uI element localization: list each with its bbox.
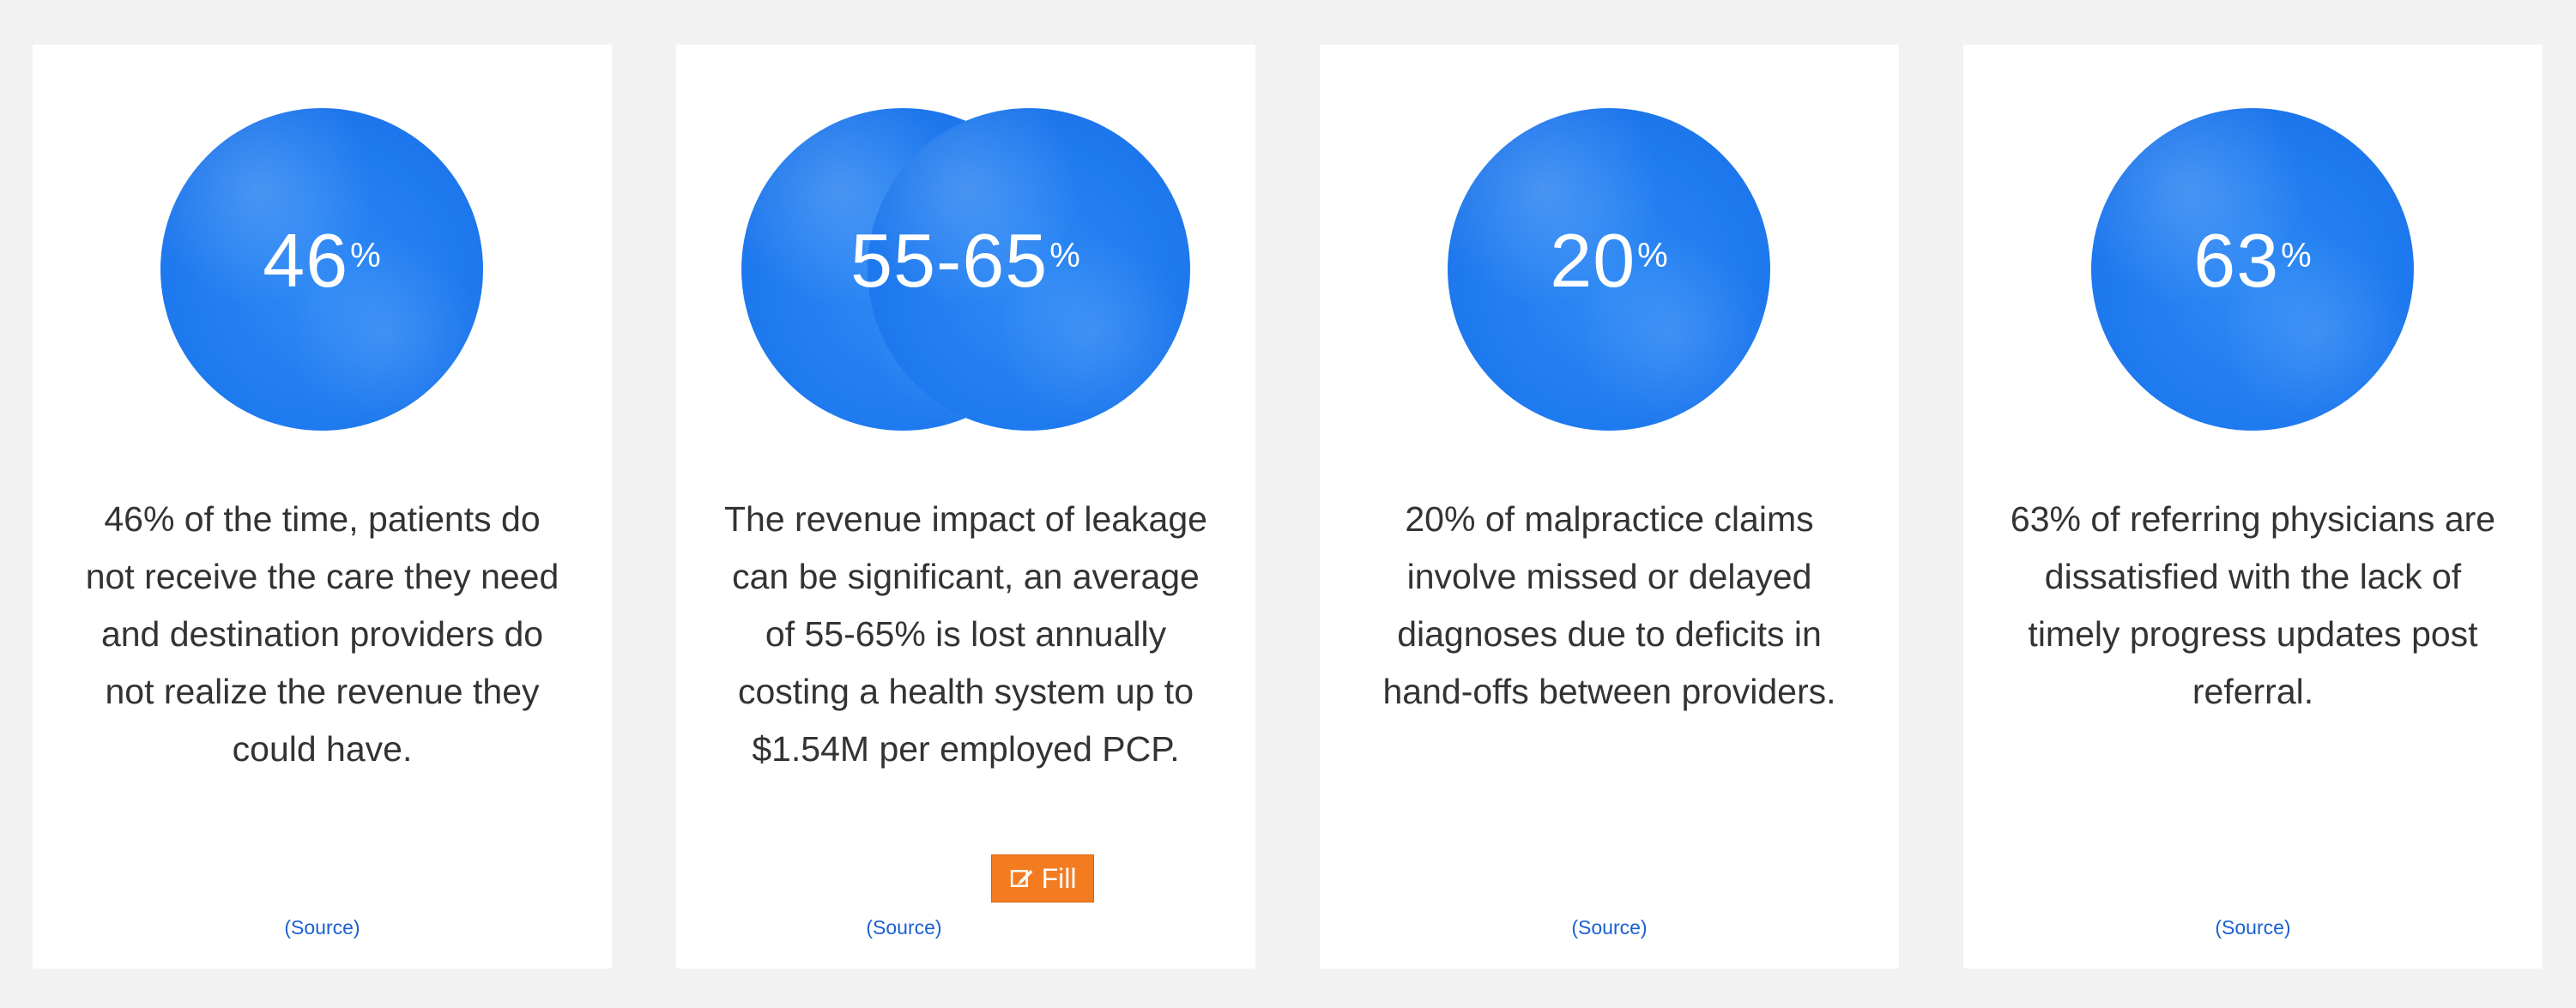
stat-circle-wrap: 63% xyxy=(1963,108,2543,431)
stat-unit: % xyxy=(1049,237,1081,275)
stat-circle-wrap: 46% xyxy=(33,108,612,431)
source-link[interactable]: (Source) xyxy=(866,916,942,939)
stat-card-4: 63% 63% of referring physicians are diss… xyxy=(1963,45,2543,969)
stat-circle xyxy=(160,108,483,431)
stat-circle xyxy=(2091,108,2414,431)
source-link[interactable]: (Source) xyxy=(284,916,360,939)
stat-circle-right xyxy=(868,108,1190,431)
stat-unit: % xyxy=(1637,237,1669,275)
stat-value: 63% xyxy=(2193,218,2313,303)
stat-card-2: 55-65% The revenue impact of leakage can… xyxy=(676,45,1255,969)
stat-value: 20% xyxy=(1550,218,1669,303)
stat-description: 63% of referring physicians are dissatis… xyxy=(2010,499,2496,711)
stat-value: 55-65% xyxy=(850,218,1081,303)
stat-unit: % xyxy=(2281,237,2313,275)
fill-button-label: Fill xyxy=(1041,863,1077,894)
stats-cards: 46% 46% of the time, patients do not rec… xyxy=(33,45,2543,969)
stat-circle-wrap: 55-65% xyxy=(676,108,1255,431)
stat-card-1: 46% 46% of the time, patients do not rec… xyxy=(33,45,612,969)
stat-circle xyxy=(1448,108,1770,431)
source-link[interactable]: (Source) xyxy=(1571,916,1648,939)
pen-edit-icon xyxy=(1010,870,1033,887)
stat-description: 20% of malpractice claims involve missed… xyxy=(1382,499,1836,711)
source-link[interactable]: (Source) xyxy=(2215,916,2291,939)
stat-description: The revenue impact of leakage can be sig… xyxy=(724,499,1207,769)
stat-value: 46% xyxy=(263,218,382,303)
stat-card-3: 20% 20% of malpractice claims involve mi… xyxy=(1320,45,1899,969)
stat-circle-wrap: 20% xyxy=(1320,108,1899,431)
stat-description: 46% of the time, patients do not receive… xyxy=(85,499,559,769)
fill-button[interactable]: Fill xyxy=(991,854,1094,902)
stat-unit: % xyxy=(350,237,382,275)
